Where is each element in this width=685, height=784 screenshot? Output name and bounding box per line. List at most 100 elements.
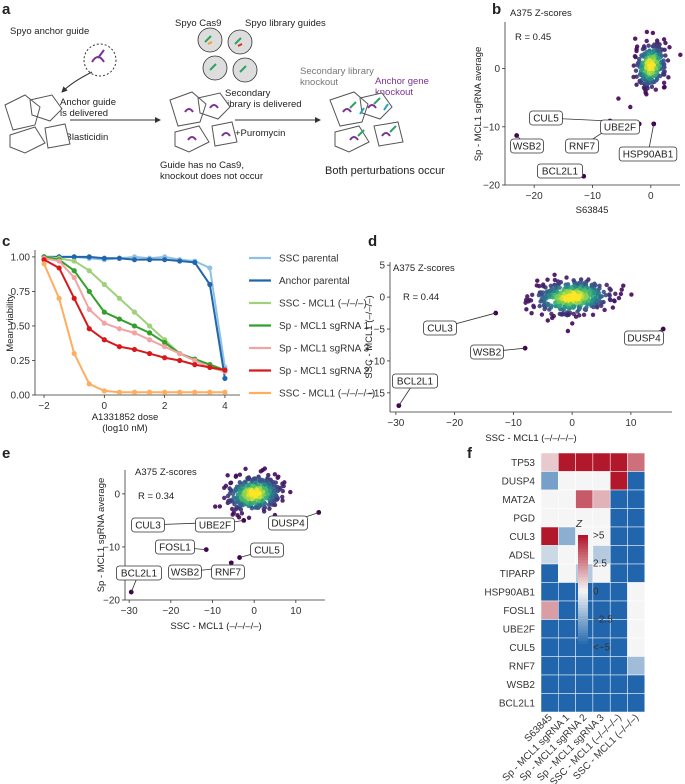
c-series-point	[71, 295, 77, 301]
b-point	[654, 76, 660, 82]
c-legend-label: SSC parental	[279, 254, 338, 265]
d-point	[547, 307, 552, 312]
d-point	[586, 277, 591, 282]
f-colorbar-segment	[578, 579, 588, 584]
e-point	[262, 505, 268, 510]
f-heatmap-cell	[592, 471, 611, 491]
b-x-tick-label: 0	[648, 191, 654, 202]
c-series-point	[146, 330, 153, 336]
f-row-label: CUL3	[509, 532, 535, 543]
e-point	[225, 473, 230, 478]
d-point	[613, 291, 618, 297]
c-series-point	[86, 306, 92, 312]
e-point	[257, 490, 262, 496]
e-point-label: BCL2L1	[121, 569, 158, 580]
e-point	[237, 472, 243, 477]
b-point	[616, 96, 621, 101]
d-point	[565, 328, 571, 334]
cell-cluster-3	[329, 91, 404, 153]
f-row-label: DUSP4	[502, 476, 536, 487]
b-point	[653, 87, 659, 92]
d-point	[549, 303, 554, 308]
f-heatmap-cell	[575, 656, 594, 676]
e-point	[222, 485, 227, 491]
c-x-tick-label: 2	[162, 401, 168, 412]
f-legend-title: Z	[575, 519, 583, 530]
f-heatmap-cell	[609, 563, 628, 583]
e-point	[261, 509, 267, 514]
f-heatmap-cell	[592, 452, 611, 472]
d-label-box	[470, 344, 504, 360]
d-point	[619, 287, 624, 292]
f-colorbar-segment	[578, 621, 588, 626]
b-x-tick-label: −10	[584, 191, 601, 202]
c-series-point	[222, 389, 228, 395]
e-point-label: FOSL1	[159, 543, 191, 554]
b-y-tick-label: −20	[483, 181, 500, 192]
b-point	[661, 37, 667, 42]
d-point	[539, 312, 545, 317]
e-point	[272, 502, 278, 508]
e-point	[280, 488, 286, 494]
c-y-tick-label: 0.25	[11, 356, 31, 367]
e-point	[280, 498, 285, 503]
b-point-label: CUL5	[533, 114, 559, 125]
b-point	[644, 81, 650, 86]
d-point	[541, 302, 547, 308]
b-point	[643, 88, 648, 93]
d-label-box	[391, 373, 438, 389]
d-point	[545, 318, 550, 323]
b-point	[643, 65, 649, 70]
f-colorbar-tick: >5	[593, 531, 605, 542]
e-point	[272, 472, 278, 477]
c-series-point	[116, 316, 123, 322]
d-point	[556, 281, 562, 286]
f-heatmap-cell	[558, 582, 576, 602]
d-point	[540, 283, 546, 289]
e-point	[235, 513, 240, 518]
c-series-point	[56, 295, 62, 301]
f-heatmap-cell	[592, 656, 611, 676]
b-point	[639, 80, 644, 86]
b-point	[633, 36, 638, 41]
f-colorbar-segment	[578, 577, 588, 581]
f-heatmap-cell	[627, 600, 646, 620]
f-heatmap-cell	[540, 508, 559, 528]
b-point	[644, 92, 649, 97]
e-label-box	[168, 564, 202, 580]
c-series-point	[222, 375, 228, 382]
f-colorbar-segment	[578, 549, 588, 553]
d-point	[554, 294, 560, 299]
f-heatmap-cell	[609, 637, 628, 657]
c-series-point	[131, 323, 138, 329]
f-heatmap-cell	[540, 656, 559, 676]
d-point	[592, 290, 597, 296]
d-x-tick-label: 0	[569, 418, 575, 429]
d-point	[582, 288, 588, 293]
f-heatmap-cell	[540, 545, 559, 565]
c-series-point	[192, 259, 198, 266]
f-heatmap-cell	[540, 600, 559, 620]
f-colorbar-segment	[578, 571, 588, 575]
f-heatmap-cell	[627, 452, 646, 472]
b-point	[633, 68, 639, 73]
d-point	[552, 272, 557, 277]
f-heatmap-cell	[540, 674, 559, 694]
f-colorbar-legend: Z >5 2.5 0 −2.5 <−5	[575, 519, 613, 654]
f-colorbar-segment	[578, 644, 588, 648]
e-point	[280, 494, 285, 500]
e-y-tick-label: −10	[103, 542, 120, 553]
panel-f-heatmap: f TP53 DUSP4 MAT2A PGD CUL3 ADSL TIPARP HSP90AB…	[467, 445, 646, 784]
f-heatmap-cell	[558, 508, 576, 528]
e-point	[233, 487, 239, 493]
f-heatmap-cell	[609, 452, 628, 472]
b-point	[631, 74, 636, 80]
b-label-box	[618, 146, 678, 162]
b-point	[634, 82, 639, 87]
f-heatmap-cell	[609, 526, 628, 546]
b-point	[660, 66, 665, 71]
d-point	[618, 291, 624, 297]
f-colorbar-segment	[578, 641, 588, 645]
c-series-point	[162, 355, 168, 361]
